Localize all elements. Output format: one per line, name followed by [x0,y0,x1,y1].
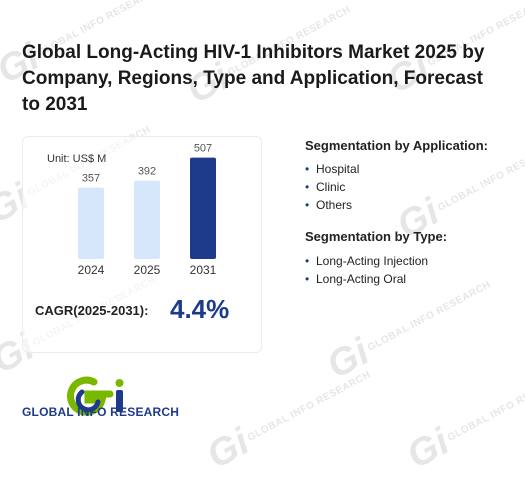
cagr-label: CAGR(2025-2031): [35,303,149,318]
watermark: GiGLOBAL INFO RESEARCH [400,369,525,478]
type-segmentation-heading: Segmentation by Type: [305,229,448,244]
x-tick-label: 2024 [78,263,105,277]
bullet-icon: • [305,272,310,286]
bullet-icon: • [305,162,310,176]
list-item: • Hospital [305,162,360,176]
watermark: GiGLOBAL INFO RESEARCH [200,369,373,478]
bar-value-label: 392 [138,166,156,178]
x-tick-label: 2031 [190,263,217,277]
bullet-icon: • [305,180,310,194]
market-size-card: Unit: US$ M 357 2024 392 2025 507 2031 CAGR(2… [22,136,262,353]
type-segmentation-list: • Long-Acting Injection • Long-Acting Oral [305,252,428,288]
logo-text: GLOBAL INFO RESEARCH [22,405,180,419]
cagr-value: 4.4% [170,294,230,324]
x-tick-label: 2025 [134,263,161,277]
list-item: • Long-Acting Injection [305,254,429,268]
unit-label: Unit: US$ M [47,153,107,165]
application-segmentation-heading: Segmentation by Application: [305,138,488,153]
bar-value-label: 507 [194,143,212,155]
list-item: • Clinic [305,180,346,194]
bullet-icon: • [305,198,310,212]
bar-2024 [78,187,104,259]
global-info-research-logo [66,376,124,416]
bar-value-label: 357 [82,173,100,185]
application-segmentation-list: • Hospital • Clinic • Others [305,160,359,214]
list-item: • Long-Acting Oral [305,272,407,286]
bar-2025 [134,180,160,259]
bar-2031 [190,157,216,259]
bullet-icon: • [305,254,310,268]
list-item: • Others [305,198,353,212]
page-title: Global Long-Acting HIV-1 Inhibitors Mark… [22,42,485,115]
market-size-bar-chart: 357 2024 392 2025 507 2031 [78,143,217,277]
